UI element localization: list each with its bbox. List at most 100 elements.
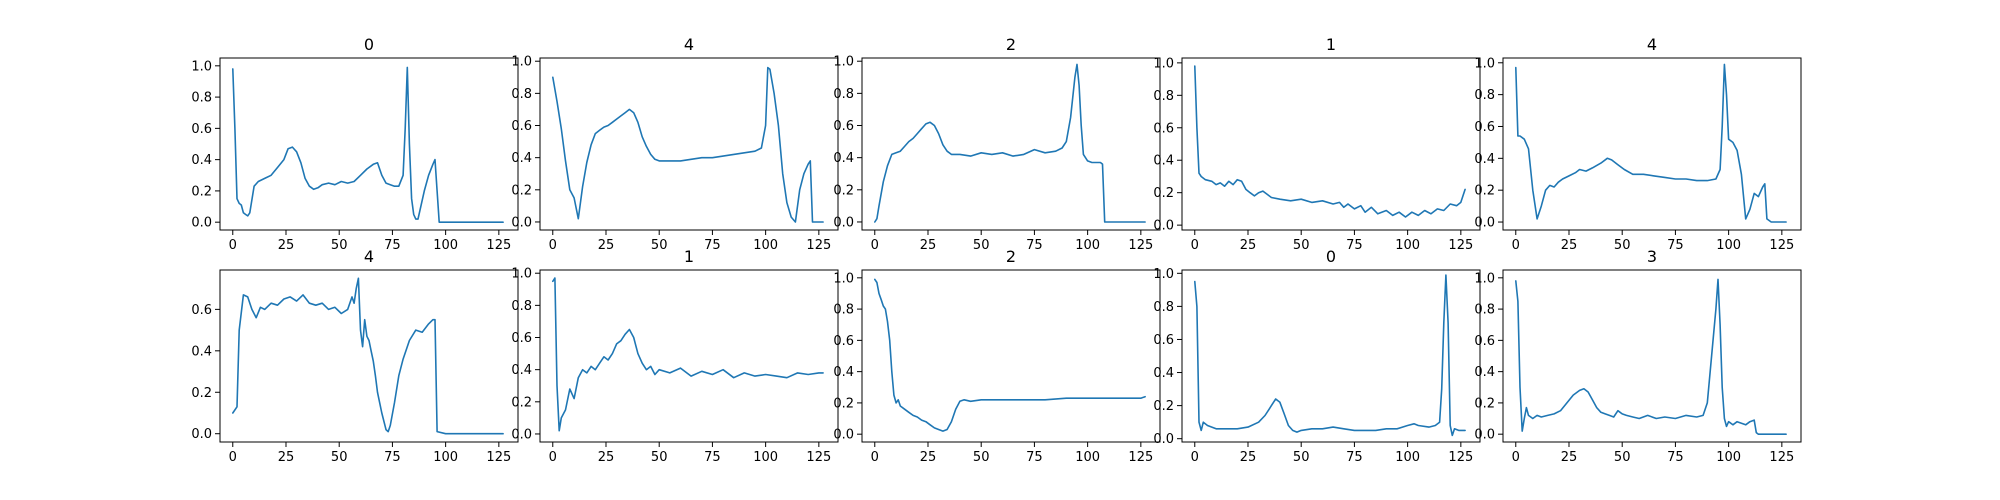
y-tick-label: 0.6 [1153,121,1174,136]
x-tick-label: 75 [1667,238,1684,253]
x-tick-label: 25 [920,238,937,253]
chart-panel-8: 2 0 25 50 75 100 125 0.0 0.2 0.4 0.6 0.8 1.0 [833,247,1161,465]
y-tick-label: 0.8 [1474,88,1495,103]
x-tick-label: 25 [278,450,295,465]
axes-frame [861,57,1161,231]
x-tick-label: 100 [433,450,458,465]
y-tick-label: 0.2 [833,396,854,411]
x-tick-label: 125 [1769,238,1794,253]
x-tick-label: 50 [331,450,348,465]
x-tick-label: 0 [229,450,237,465]
x-tick-label: 75 [384,238,401,253]
y-tick-label: 0.0 [191,427,212,442]
x-tick-label: 75 [384,450,401,465]
x-tick-label: 0 [871,450,879,465]
axes-frame [219,269,519,443]
y-tick-label: 0.6 [833,119,854,134]
x-tick-label: 100 [1716,238,1741,253]
chart-panel-7: 1 0 25 50 75 100 125 0.0 0.2 0.4 0.6 0.8 1.0 [511,247,839,465]
x-tick-label: 75 [1026,238,1043,253]
chart-panel-3: 2 0 25 50 75 100 125 0.0 0.2 0.4 0.6 0.8 1.0 [833,35,1161,253]
x-tick-label: 125 [1769,450,1794,465]
panel-title: 4 [1647,35,1657,54]
y-tick-label: 0.4 [1153,154,1174,169]
y-tick-label: 0.6 [833,334,854,349]
x-tick-label: 75 [1346,238,1363,253]
y-tick-label: 0.4 [191,344,212,359]
x-tick-label: 125 [1448,238,1473,253]
x-tick-label: 25 [278,238,295,253]
x-tick-label: 125 [486,450,511,465]
axes-frame [861,269,1161,443]
y-tick-label: 1.0 [1474,56,1495,71]
panel-title: 3 [1647,247,1657,266]
x-tick-label: 125 [806,450,831,465]
y-tick-label: 1.0 [1474,271,1495,286]
y-tick-label: 1.0 [1153,56,1174,71]
axes-frame [1181,269,1481,443]
x-tick-label: 25 [1240,238,1257,253]
y-tick-label: 0.0 [1474,428,1495,443]
y-tick-label: 0.6 [511,119,532,134]
series-line [551,277,824,432]
x-tick-label: 50 [1293,238,1310,253]
y-tick-label: 0.4 [1153,366,1174,381]
x-tick-label: 0 [1512,450,1520,465]
x-tick-label: 0 [549,450,557,465]
chart-panel-9: 0 0 25 50 75 100 125 0.0 0.2 0.4 0.6 0.8 1.0 [1153,247,1481,465]
y-tick-label: 0.8 [511,87,532,102]
y-tick-label: 0.0 [1153,432,1174,447]
panel-title: 0 [364,35,374,54]
y-tick-label: 0.8 [833,303,854,318]
y-tick-label: 0.8 [191,91,212,106]
x-tick-label: 125 [1128,450,1153,465]
x-tick-label: 25 [920,450,937,465]
panel-title: 4 [684,35,694,54]
y-tick-label: 1.0 [1153,267,1174,282]
x-tick-label: 100 [433,238,458,253]
chart-panel-2: 4 0 25 50 75 100 125 0.0 0.2 0.4 0.6 0.8 1.0 [511,35,839,253]
x-tick-label: 50 [973,450,990,465]
y-tick-label: 0.2 [1474,184,1495,199]
axes-frame [539,57,839,231]
chart-panel-10: 3 0 25 50 75 100 125 0.0 0.2 0.4 0.6 0.8 1.0 [1474,247,1802,465]
y-tick-label: 0.2 [1474,396,1495,411]
x-tick-label: 50 [973,238,990,253]
x-tick-label: 50 [1293,450,1310,465]
x-tick-label: 25 [1240,450,1257,465]
y-tick-label: 0.6 [191,122,212,137]
y-tick-label: 0.4 [511,363,532,378]
y-tick-label: 1.0 [511,267,532,282]
x-tick-label: 125 [1448,450,1473,465]
series-line [1515,63,1787,223]
x-tick-label: 50 [651,238,668,253]
x-tick-label: 125 [1128,238,1153,253]
x-tick-label: 0 [1191,238,1199,253]
x-tick-label: 50 [1614,238,1631,253]
y-tick-label: 1.0 [833,55,854,70]
y-tick-label: 1.0 [191,59,212,74]
y-tick-label: 0.2 [1153,399,1174,414]
x-tick-label: 0 [1191,450,1199,465]
x-tick-label: 100 [753,238,778,253]
y-tick-label: 0.0 [1474,216,1495,231]
y-tick-label: 0.4 [511,151,532,166]
y-tick-label: 0.4 [833,151,854,166]
chart-panel-5: 4 0 25 50 75 100 125 0.0 0.2 0.4 0.6 0.8 1.0 [1474,35,1802,253]
y-tick-label: 0.6 [1474,120,1495,135]
series-line [1194,274,1466,437]
x-tick-label: 0 [1512,238,1520,253]
series-line [873,63,1146,223]
x-tick-label: 100 [1395,450,1420,465]
series-line [873,278,1146,432]
y-tick-label: 0.8 [1474,303,1495,318]
y-tick-label: 0.8 [511,299,532,314]
y-tick-label: 0.0 [833,428,854,443]
y-tick-label: 0.4 [1474,365,1495,380]
x-tick-label: 25 [1561,238,1578,253]
axes-frame [1502,57,1802,231]
y-tick-label: 0.4 [1474,152,1495,167]
x-tick-label: 75 [704,238,721,253]
x-tick-label: 125 [806,238,831,253]
